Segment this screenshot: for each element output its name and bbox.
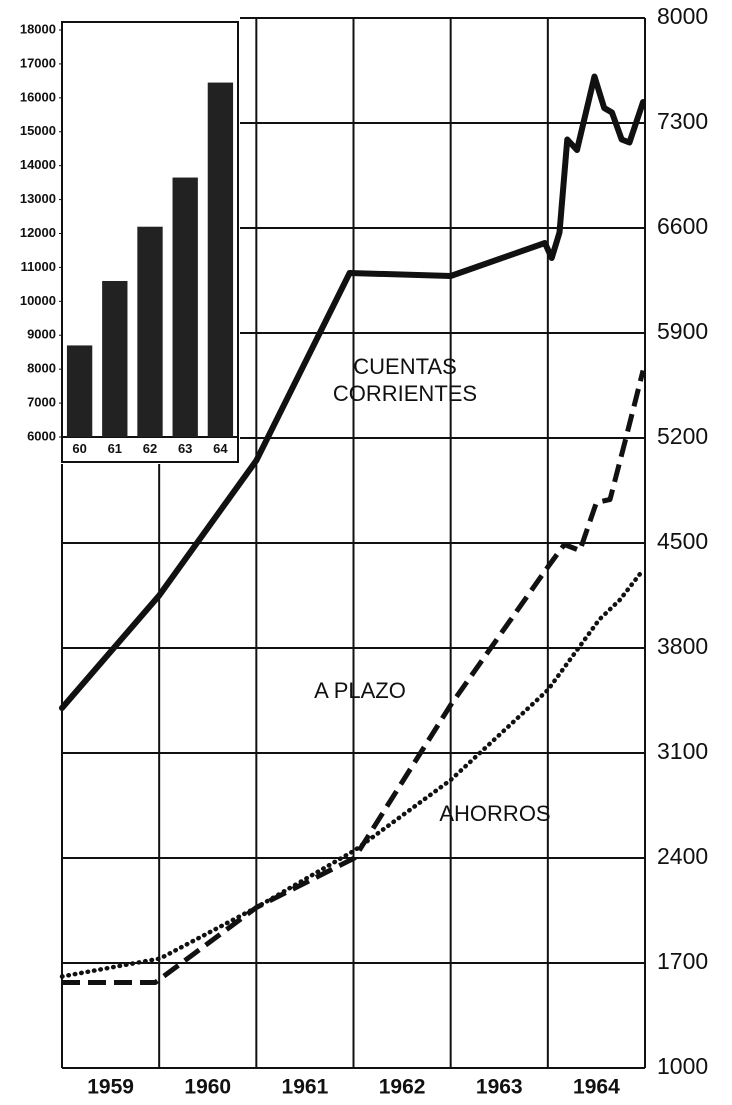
data-line (59, 73, 647, 711)
y-tick-label: 6000 (27, 428, 56, 443)
y-tick-label: 2400 (657, 843, 708, 869)
y-tick-label: 9000 (27, 327, 56, 342)
annotation: CUENTAS (353, 354, 457, 379)
y-tick-label: 5200 (657, 423, 708, 449)
y-tick-label: 4500 (657, 528, 708, 554)
y-tick-label: 10000 (20, 293, 56, 308)
x-tick-label: 62 (143, 441, 157, 456)
y-tick-label: 6600 (657, 213, 708, 239)
y-tick-label: 15000 (20, 123, 56, 138)
x-tick-label: 61 (108, 441, 122, 456)
y-tick-label: 7300 (657, 108, 708, 134)
y-tick-label: 16000 (20, 89, 56, 104)
bar (207, 82, 234, 437)
x-tick-label: 1963 (476, 1076, 523, 1099)
bar (66, 345, 93, 437)
x-tick-label: 63 (178, 441, 192, 456)
inset-frame (61, 21, 239, 463)
y-tick-label: 8000 (657, 3, 708, 29)
x-tick-label: 64 (213, 441, 228, 456)
x-tick-label: 1961 (282, 1076, 329, 1099)
y-tick-label: 1000 (657, 1053, 708, 1079)
y-tick-label: 13000 (20, 191, 56, 206)
y-tick-label: 17000 (20, 55, 56, 70)
y-tick-label: 1700 (657, 948, 708, 974)
bar (172, 177, 198, 437)
y-tick-label: 5900 (657, 318, 708, 344)
x-tick-label: 1962 (379, 1076, 426, 1099)
y-tick-label: 3800 (657, 633, 708, 659)
y-tick-label: 18000 (20, 21, 56, 36)
y-tick-label: 11000 (21, 259, 56, 274)
x-tick-label: 1960 (184, 1076, 231, 1099)
annotation: AHORROS (439, 801, 550, 826)
y-tick-label: 7000 (27, 395, 56, 410)
data-line (62, 369, 646, 985)
x-tick-label: 1964 (573, 1076, 620, 1099)
y-tick-label: 3100 (657, 738, 708, 764)
bar (102, 280, 128, 437)
bar (137, 226, 163, 437)
annotation: CORRIENTES (333, 381, 477, 406)
x-tick-label: 60 (72, 441, 86, 456)
y-tick-label: 14000 (20, 157, 56, 172)
y-tick-label: 8000 (27, 361, 56, 376)
annotation: A PLAZO (314, 678, 406, 703)
data-line (59, 567, 646, 979)
y-tick-label: 12000 (20, 225, 56, 240)
x-tick-label: 1959 (87, 1076, 134, 1099)
